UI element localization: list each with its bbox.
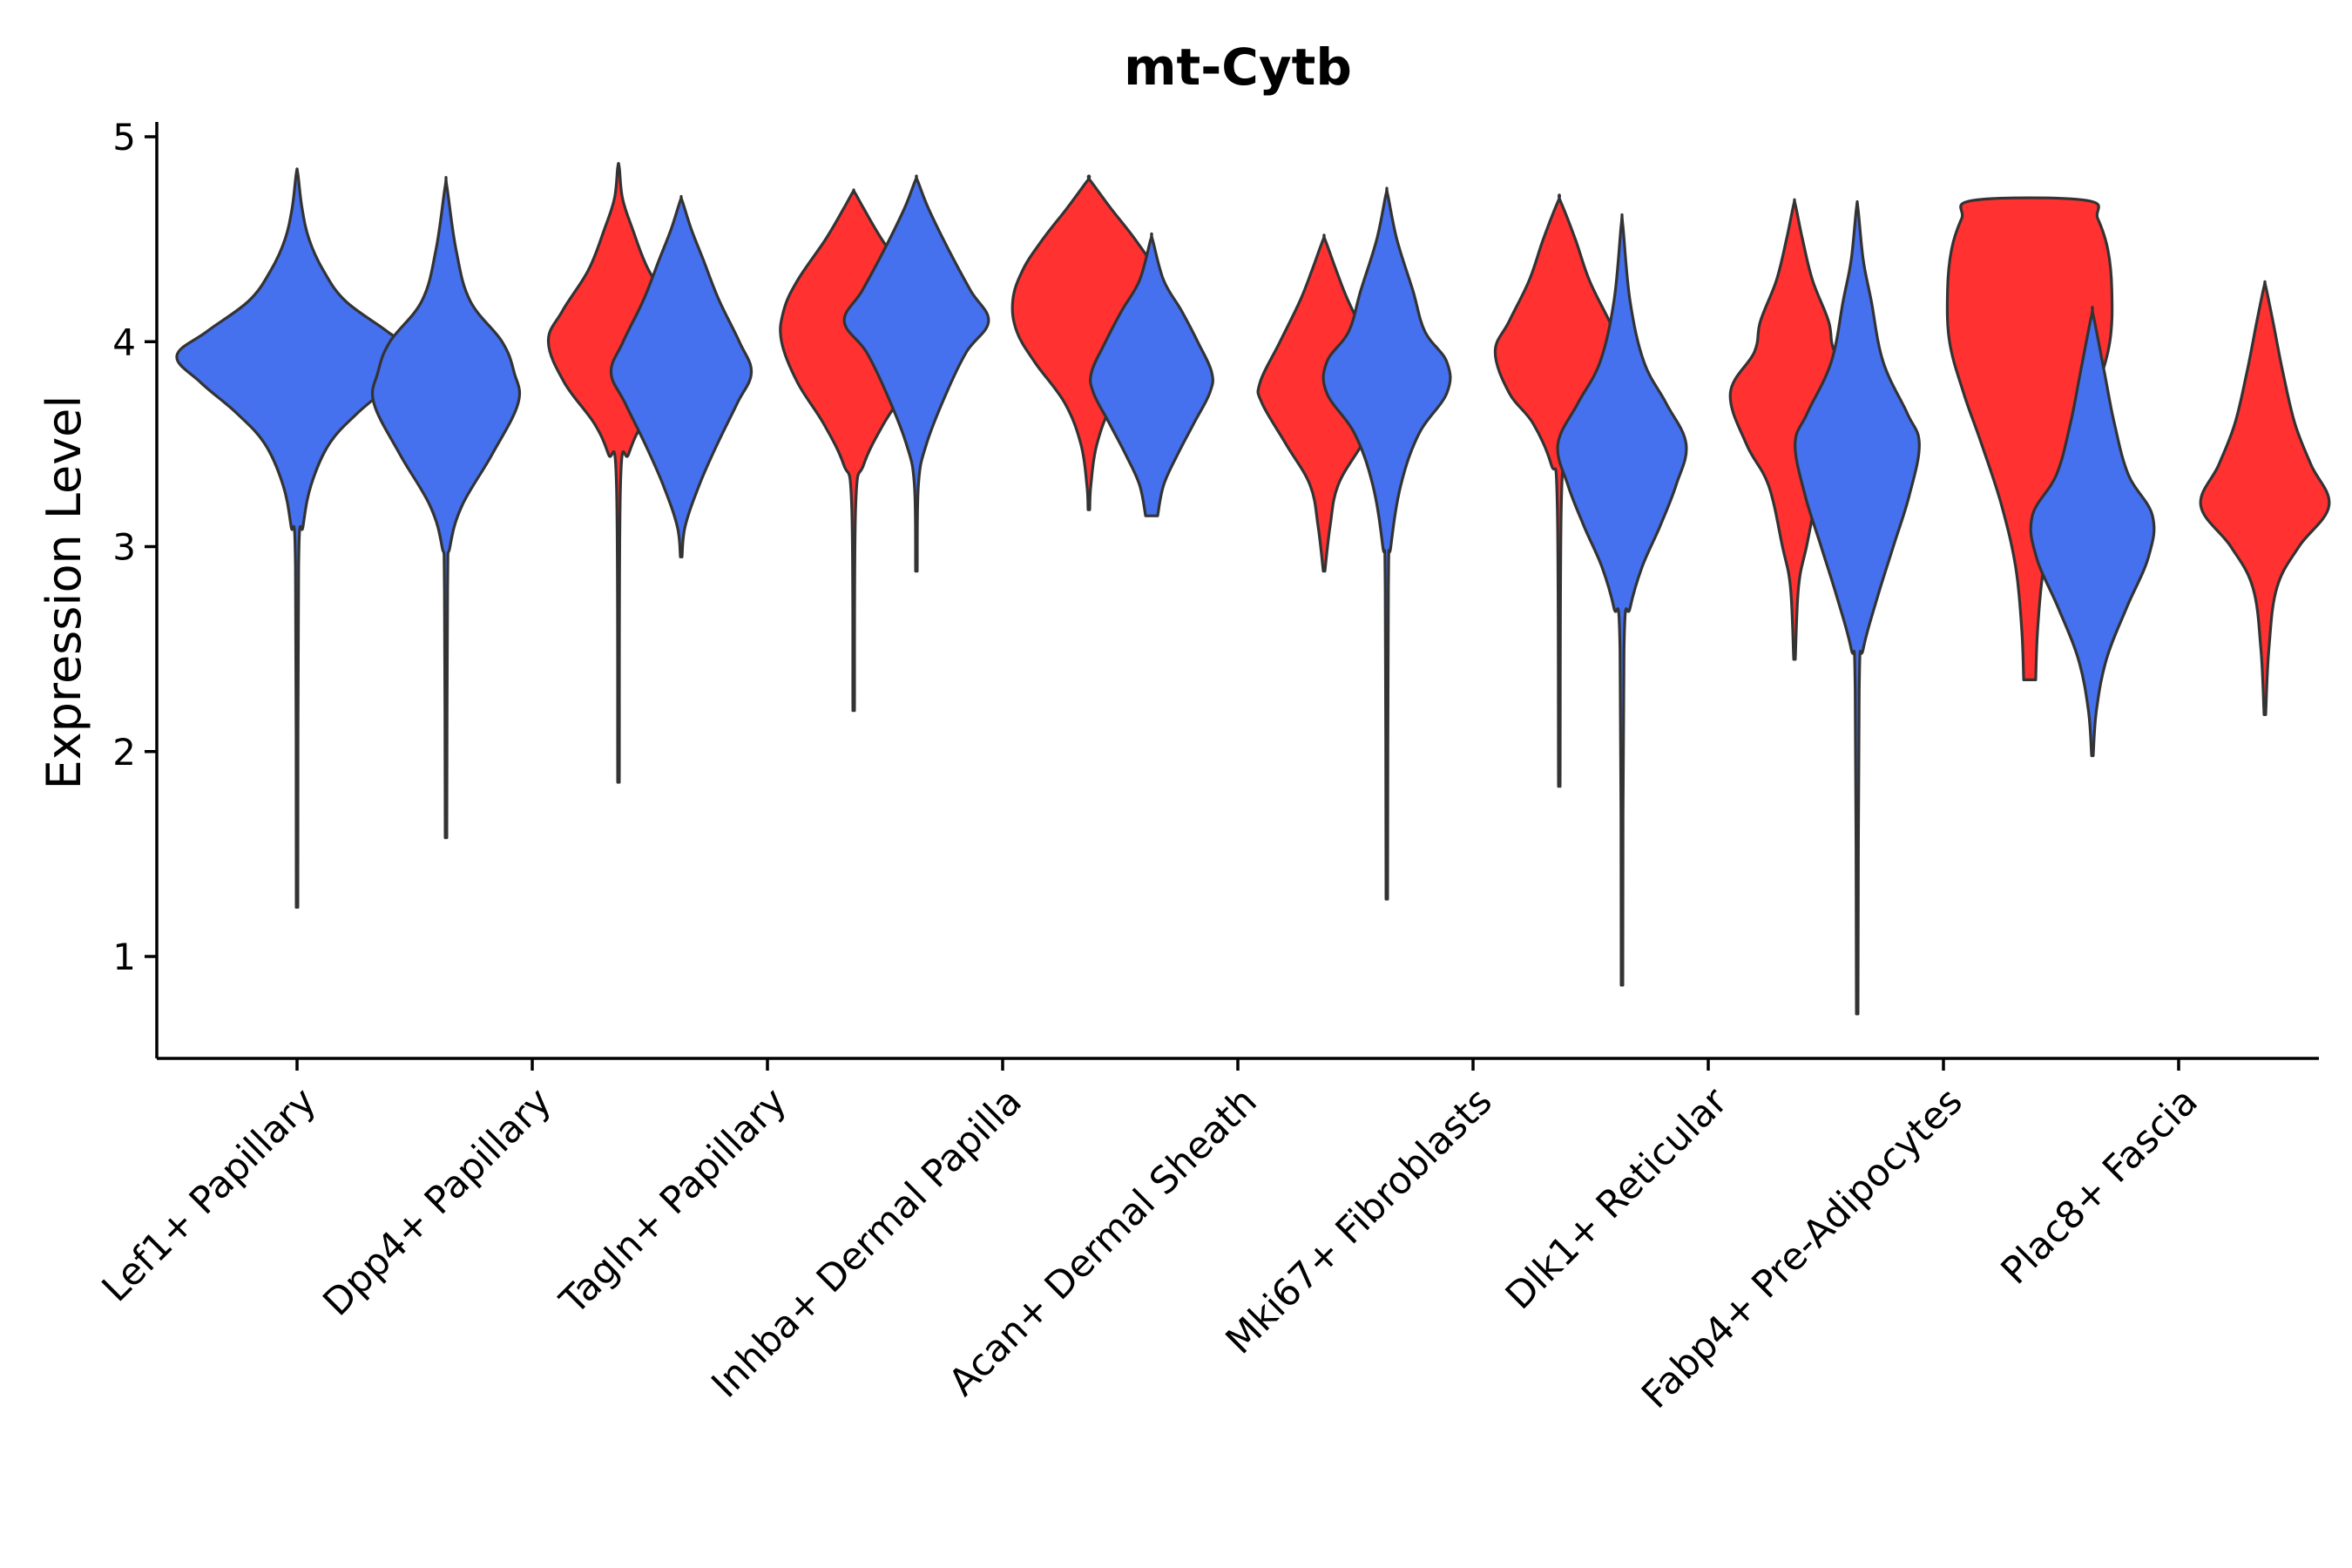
violin-3-group_a (842, 174, 990, 573)
y-tick-label-5: 5 (112, 116, 136, 159)
violin-0-group_a (175, 167, 419, 909)
violin-1-group_a (370, 176, 522, 840)
chart-title: mt-Cytb (1124, 37, 1352, 97)
y-axis-label: Expression Level (37, 395, 91, 790)
x-tick-label-6: Dlk1+ Reticular (1497, 1079, 1736, 1318)
violin-5-group_a (1321, 186, 1452, 901)
x-tick-label-0: Lef1+ Papillary (94, 1079, 325, 1310)
violin-8-group_b (2199, 280, 2331, 716)
y-tick-label-2: 2 (112, 731, 136, 774)
y-tick-label-4: 4 (112, 321, 136, 363)
violin-2-group_a (609, 194, 754, 558)
violin-6-group_a (1556, 213, 1688, 987)
x-tick-label-8: Plac8+ Fascia (1993, 1079, 2207, 1293)
x-tick-label-1: Dpp4+ Papillary (315, 1079, 560, 1324)
violin-4-group_a (1089, 232, 1214, 517)
violin-7-group_a (1794, 199, 1921, 1016)
y-tick-label-1: 1 (112, 936, 136, 978)
x-tick-label-2: Tagln+ Papillary (551, 1079, 795, 1323)
y-ticks: 1 2 3 4 5 (112, 116, 157, 978)
violin-8-group_a (2029, 306, 2156, 758)
y-tick-label-3: 3 (112, 526, 136, 569)
violin-group (175, 161, 2331, 1016)
x-tick-label-5: Mki67+ Fibroblasts (1218, 1079, 1501, 1362)
